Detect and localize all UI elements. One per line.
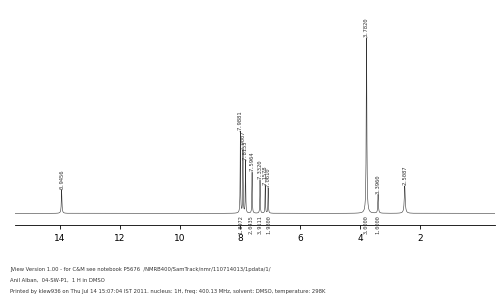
Text: 7.8155: 7.8155 — [243, 140, 248, 160]
Text: 7.9007: 7.9007 — [240, 130, 246, 150]
Text: 0.9456: 0.9456 — [59, 169, 64, 189]
Text: Anil Alban,  04-SW-P1,  1 H in DMSO: Anil Alban, 04-SW-P1, 1 H in DMSO — [10, 278, 105, 283]
Text: 1.8972: 1.8972 — [238, 216, 243, 234]
Text: 2.0435: 2.0435 — [249, 216, 254, 234]
Text: 3.7820: 3.7820 — [364, 17, 369, 37]
Text: 1.0000: 1.0000 — [376, 216, 380, 234]
Text: 1.9800: 1.9800 — [266, 216, 271, 234]
Text: Printed by klew936 on Thu Jul 14 15:07:04 IST 2011. nucleus: 1H, freq: 400.13 MH: Printed by klew936 on Thu Jul 14 15:07:0… — [10, 289, 326, 293]
Text: JView Version 1.00 - for C&M see notebook P5676  /NMRB400/SamTrack/nmr/110714013: JView Version 1.00 - for C&M see noteboo… — [10, 268, 270, 272]
Text: 2.5087: 2.5087 — [402, 165, 407, 185]
Text: 7.0610: 7.0610 — [266, 167, 270, 187]
Text: 7.9881: 7.9881 — [238, 111, 243, 130]
Text: 3.3960: 3.3960 — [376, 174, 380, 194]
Text: 3.0000: 3.0000 — [364, 216, 369, 234]
Text: 7.1578: 7.1578 — [263, 165, 268, 185]
Text: 7.3320: 7.3320 — [258, 160, 262, 179]
Text: 7.5964: 7.5964 — [250, 152, 254, 171]
Text: 3.9111: 3.9111 — [258, 216, 262, 234]
